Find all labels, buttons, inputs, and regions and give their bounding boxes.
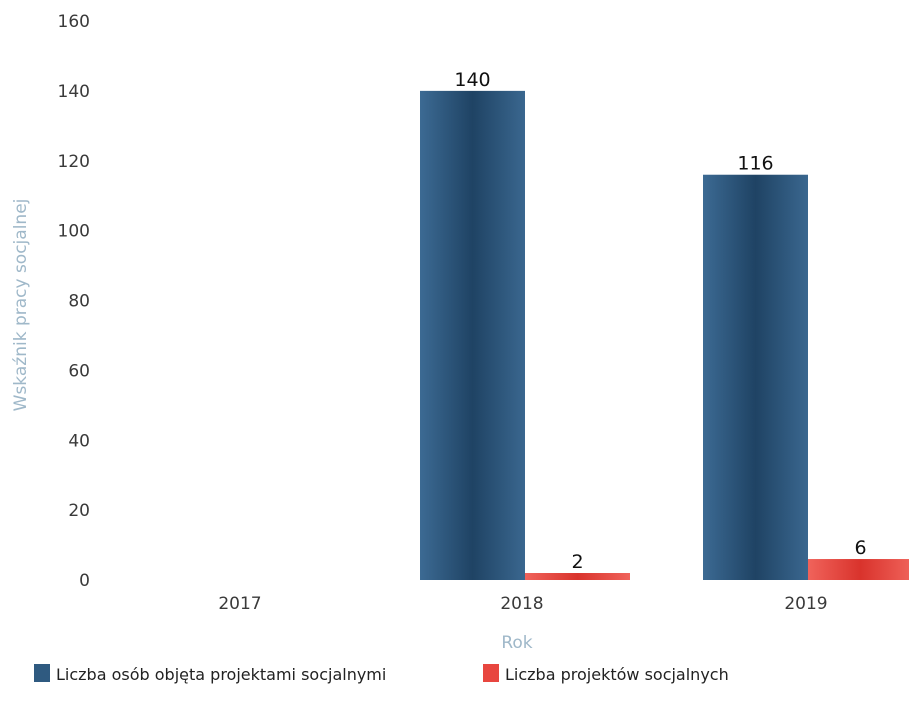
x-tick-label: 2017: [218, 594, 261, 614]
x-axis-label: Rok: [501, 633, 532, 653]
x-tick-label: 2019: [784, 594, 827, 614]
data-label: 2: [571, 551, 583, 573]
y-tick-label: 100: [58, 222, 90, 242]
legend-swatch: [34, 664, 50, 682]
y-axis-label: Wskaźnik pracy socjalnej: [11, 199, 31, 412]
data-labels: 140 116 2 6: [454, 69, 866, 573]
y-tick-label: 120: [58, 152, 90, 172]
y-tick-label: 40: [68, 431, 90, 451]
y-axis-ticks: 0 20 40 60 80 100 120 140 160: [58, 12, 90, 591]
legend-label: Liczba projektów socjalnych: [505, 665, 729, 684]
y-tick-label: 80: [68, 292, 90, 312]
y-tick-label: 0: [79, 571, 90, 591]
y-tick-label: 20: [68, 501, 90, 521]
data-label: 116: [737, 153, 773, 175]
bar-projects: [808, 559, 909, 580]
bar-projects: [525, 573, 630, 580]
legend-swatch: [483, 664, 499, 682]
legend: Liczba osób objęta projektami socjalnymi…: [34, 664, 729, 684]
x-axis-ticks: 2017 2018 2019: [218, 594, 827, 614]
data-label: 6: [854, 537, 866, 559]
y-tick-label: 140: [58, 82, 90, 102]
bars: [420, 90, 909, 580]
bar-persons: [420, 90, 525, 580]
data-label: 140: [454, 69, 490, 91]
x-tick-label: 2018: [500, 594, 543, 614]
legend-label: Liczba osób objęta projektami socjalnymi: [56, 665, 386, 684]
bar-persons: [703, 174, 808, 580]
y-tick-label: 160: [58, 12, 90, 32]
y-tick-label: 60: [68, 361, 90, 381]
